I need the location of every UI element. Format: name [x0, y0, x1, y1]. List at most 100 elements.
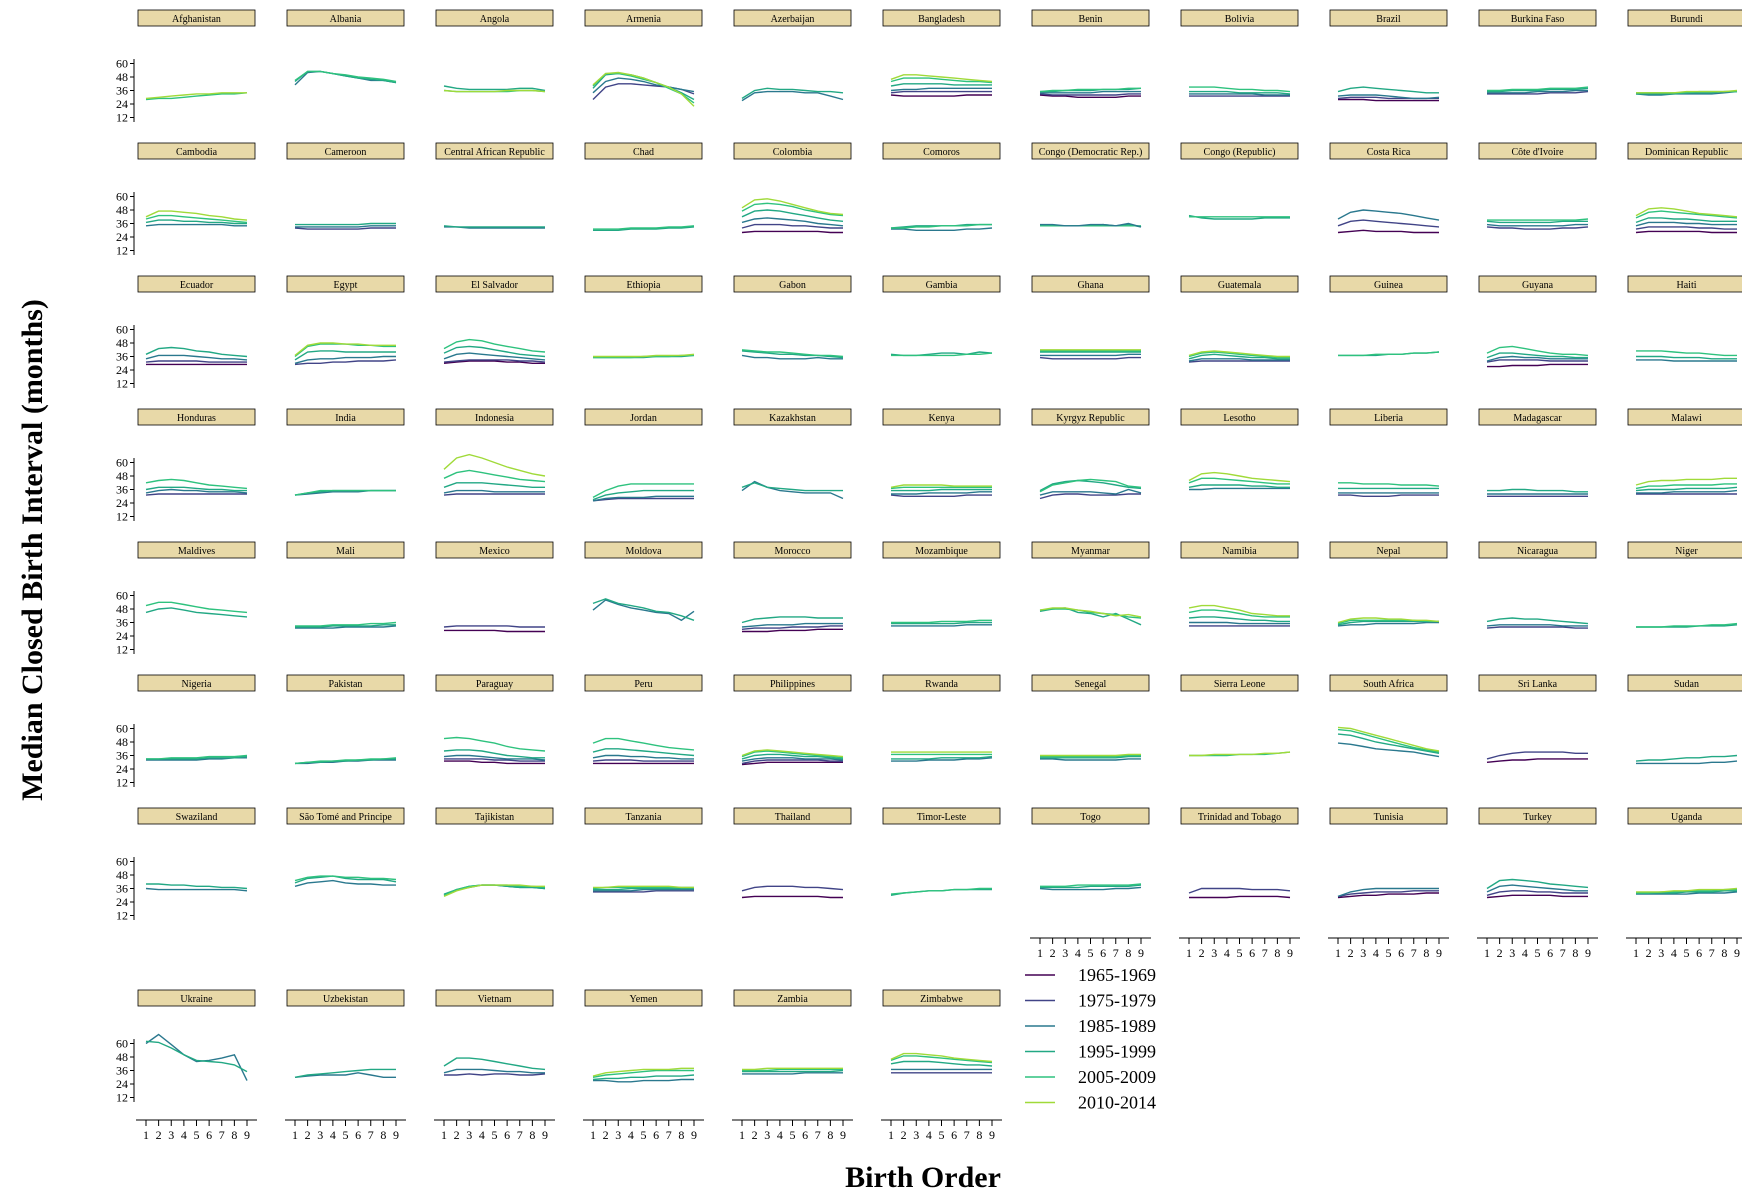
facet-panel: Timor-Leste [882, 807, 1001, 896]
series-line [1486, 359, 1588, 363]
x-tick-label: 9 [1138, 946, 1144, 960]
x-tick-label: 8 [827, 1128, 833, 1142]
series-line [741, 209, 844, 222]
y-tick-label: 48 [116, 469, 128, 483]
facet-panel: Vietnam 1 2 3 4 5 6 7 8 9 [434, 989, 555, 1142]
strip-label: Uzbekistan [323, 994, 368, 1005]
x-tick-label: 3 [913, 1128, 919, 1142]
series-line [443, 85, 546, 92]
facet-panel: Jordan [584, 408, 703, 502]
series-line [443, 453, 546, 477]
facet-panel: Azerbaijan [733, 9, 852, 102]
series-line [890, 486, 992, 490]
facet-panel: Burkina Faso [1478, 9, 1597, 95]
facet-panel: Tajikistan [435, 807, 554, 898]
x-tick-label: 1 [441, 1128, 447, 1142]
facet-panel: Kenya [882, 408, 1001, 497]
series-line [1635, 221, 1737, 227]
strip-background [1031, 408, 1150, 426]
facet-panel: Colombia [733, 142, 852, 234]
series-line [593, 888, 694, 892]
x-tick-label: 2 [1348, 946, 1354, 960]
series-line [592, 754, 694, 760]
strip-background [882, 807, 1001, 825]
series-line [891, 757, 993, 762]
strip-background [733, 807, 852, 825]
strip-label: Dominican Republic [1645, 147, 1729, 158]
strip-background [1031, 275, 1150, 293]
strip-label: Mali [336, 546, 355, 557]
series-line [444, 758, 545, 762]
series-line [1635, 477, 1737, 486]
strip-background [882, 142, 1001, 160]
strip-label: Sudan [1674, 679, 1699, 690]
facet-panel: Bolivia [1180, 9, 1299, 97]
series-line [295, 625, 397, 629]
series-line [1189, 621, 1290, 625]
series-line [891, 491, 992, 495]
x-tick-label: 8 [231, 1128, 237, 1142]
facet-panel: Kyrgyz Republic [1031, 408, 1150, 500]
strip-background [882, 9, 1001, 27]
series-line [741, 482, 843, 492]
x-tick-label: 1 [1037, 946, 1043, 960]
x-tick-label: 7 [815, 1128, 821, 1142]
series-line [294, 875, 397, 882]
x-tick-label: 3 [764, 1128, 770, 1142]
strip-label: Indonesia [475, 413, 514, 424]
strip-background [584, 9, 703, 27]
strip-label: Armenia [626, 14, 662, 25]
strip-label: Lesotho [1223, 413, 1255, 424]
facet-panel: El Salvador [435, 275, 554, 364]
series-line [890, 1052, 993, 1063]
series-line [1487, 363, 1588, 368]
strip-background [733, 674, 852, 692]
series-line [1337, 617, 1440, 624]
x-tick-label: 4 [1522, 946, 1528, 960]
x-tick-label: 5 [492, 1128, 498, 1142]
x-tick-label: 6 [1398, 946, 1404, 960]
series-line [742, 628, 843, 633]
strip-background [1478, 142, 1597, 160]
x-tick-label: 2 [603, 1128, 609, 1142]
x-tick-label: 5 [939, 1128, 945, 1142]
series-line [1636, 355, 1737, 360]
series-line [592, 77, 695, 94]
facet-panel: Lesotho [1180, 408, 1299, 491]
series-line [443, 345, 546, 358]
series-line [443, 884, 545, 898]
series-line [294, 1072, 396, 1079]
series-line [593, 885, 694, 889]
strip-label: Zambia [777, 994, 808, 1005]
series-line [1635, 90, 1738, 96]
series-line [1040, 222, 1142, 228]
series-line [1635, 207, 1738, 218]
x-axis-title: Birth Order [845, 1161, 1001, 1194]
y-tick-label: 24 [116, 230, 128, 244]
strip-background [584, 541, 703, 559]
series-line [742, 1072, 843, 1075]
x-tick-label: 3 [1360, 946, 1366, 960]
series-line [294, 70, 397, 86]
y-tick-label: 60 [116, 1037, 128, 1051]
x-tick-label: 3 [615, 1128, 621, 1142]
series-line [1635, 226, 1737, 230]
series-line [741, 761, 843, 766]
strip-label: Madagascar [1513, 413, 1562, 424]
strip-background [1627, 807, 1742, 825]
x-tick-label: 3 [466, 1128, 472, 1142]
series-line [443, 736, 546, 752]
y-tick-label: 60 [116, 855, 128, 869]
y-tick-label: 48 [116, 1050, 128, 1064]
y-tick-label: 24 [116, 363, 128, 377]
facet-panel: Ethiopia [584, 275, 703, 359]
series-line [1636, 89, 1738, 94]
series-line [741, 759, 843, 765]
legend-label: 1975-1979 [1078, 991, 1156, 1011]
strip-label: Jordan [630, 413, 657, 424]
series-line [741, 625, 843, 630]
